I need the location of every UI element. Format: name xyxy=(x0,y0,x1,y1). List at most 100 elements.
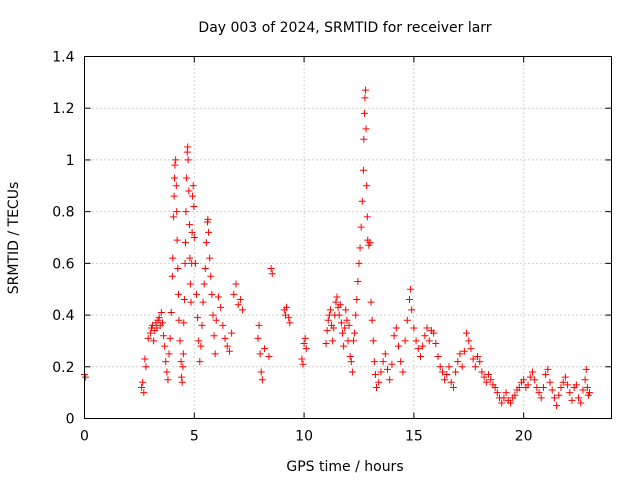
data-point xyxy=(474,352,482,360)
data-point xyxy=(330,324,338,332)
data-point xyxy=(361,94,369,102)
data-point xyxy=(447,378,455,386)
data-point xyxy=(506,399,514,407)
data-point xyxy=(467,345,475,353)
y-tick-label: 1.4 xyxy=(52,50,74,66)
data-point xyxy=(161,342,169,350)
data-point xyxy=(198,321,206,329)
data-point xyxy=(577,399,585,407)
data-point xyxy=(403,316,411,324)
data-point xyxy=(460,347,468,355)
data-point xyxy=(256,350,264,358)
data-point xyxy=(194,314,202,322)
data-point xyxy=(546,378,554,386)
data-point xyxy=(381,350,389,358)
data-point xyxy=(171,174,179,182)
data-point xyxy=(157,308,165,316)
data-point xyxy=(421,332,429,340)
data-point xyxy=(339,329,347,337)
data-point xyxy=(265,352,273,360)
data-point xyxy=(463,329,471,337)
data-point xyxy=(362,86,370,94)
data-point xyxy=(169,254,177,262)
data-point xyxy=(581,376,589,384)
x-tick-label: 15 xyxy=(405,429,423,445)
data-point xyxy=(456,350,464,358)
data-point xyxy=(232,280,240,288)
data-point xyxy=(188,228,196,236)
data-point xyxy=(465,337,473,345)
data-point xyxy=(370,358,378,366)
data-point xyxy=(234,301,242,309)
data-point xyxy=(186,254,194,262)
data-point xyxy=(254,334,262,342)
data-point xyxy=(500,394,508,402)
data-point xyxy=(146,329,154,337)
data-point xyxy=(211,350,219,358)
data-point xyxy=(196,358,204,366)
data-point xyxy=(493,389,501,397)
y-tick-label: 0.8 xyxy=(52,205,74,221)
data-point xyxy=(179,363,187,371)
data-point xyxy=(445,363,453,371)
data-point xyxy=(186,280,194,288)
data-point xyxy=(423,324,431,332)
data-point xyxy=(511,391,519,399)
data-points xyxy=(81,86,594,410)
data-point xyxy=(366,239,374,247)
data-point xyxy=(555,391,563,399)
data-point xyxy=(349,337,357,345)
data-point xyxy=(482,378,490,386)
data-point xyxy=(528,368,536,376)
data-point xyxy=(217,303,225,311)
data-point xyxy=(535,389,543,397)
data-point xyxy=(363,182,371,190)
y-tick-label: 0.6 xyxy=(52,256,74,272)
data-point xyxy=(139,378,147,386)
data-point xyxy=(582,365,590,373)
data-point xyxy=(377,368,385,376)
data-point xyxy=(357,223,365,231)
data-point xyxy=(210,332,218,340)
data-point xyxy=(329,337,337,345)
x-tick-label: 5 xyxy=(190,429,199,445)
data-point xyxy=(351,329,359,337)
data-point xyxy=(362,125,370,133)
data-point xyxy=(209,311,217,319)
data-point xyxy=(142,363,150,371)
data-point xyxy=(544,365,552,373)
data-point xyxy=(434,352,442,360)
data-point xyxy=(379,358,387,366)
data-point xyxy=(392,324,400,332)
data-point xyxy=(410,324,418,332)
data-point xyxy=(225,347,233,355)
data-point xyxy=(414,345,422,353)
data-point xyxy=(214,293,222,301)
data-point xyxy=(502,389,510,397)
data-point xyxy=(373,383,381,391)
data-point xyxy=(178,378,186,386)
data-point xyxy=(419,342,427,350)
data-point xyxy=(353,296,361,304)
data-point xyxy=(566,389,574,397)
data-point xyxy=(326,306,334,314)
data-point xyxy=(368,316,376,324)
data-point xyxy=(201,265,209,273)
data-point xyxy=(333,293,341,301)
y-tick-label: 0.4 xyxy=(52,308,74,324)
data-point xyxy=(469,355,477,363)
data-point xyxy=(384,365,392,373)
data-point xyxy=(452,368,460,376)
data-point xyxy=(169,213,177,221)
data-point xyxy=(150,337,158,345)
data-point xyxy=(205,228,213,236)
x-tick-label: 10 xyxy=(295,429,313,445)
data-point xyxy=(430,329,438,337)
data-point xyxy=(369,337,377,345)
data-point xyxy=(390,332,398,340)
data-point xyxy=(176,337,184,345)
data-point xyxy=(155,314,163,322)
data-point xyxy=(206,254,214,262)
data-point xyxy=(561,373,569,381)
